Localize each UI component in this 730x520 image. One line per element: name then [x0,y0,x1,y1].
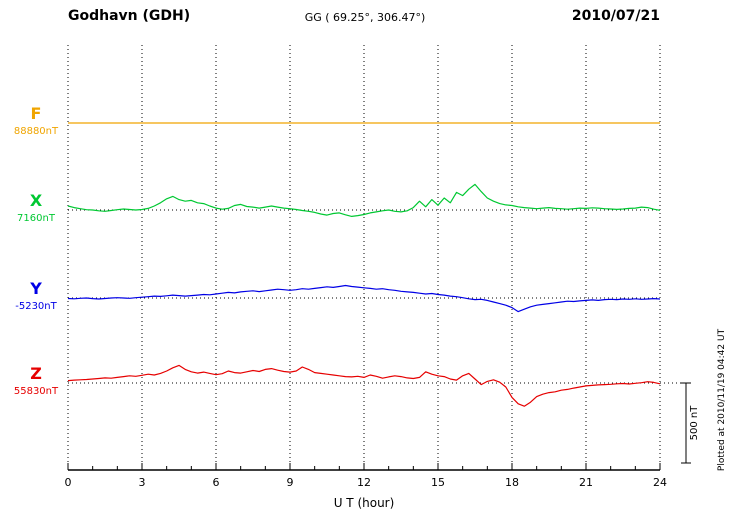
observation-date: 2010/07/21 [571,8,660,24]
series-label-x: X [29,191,43,210]
series-basevalue-f: 88880nT [13,126,59,137]
series-basevalue-x: 7160nT [17,213,55,224]
scale-bar-label: 500 nT [689,405,700,441]
series-basevalue-z: 55830nT [13,386,59,397]
x-tick-label: 24 [653,476,667,489]
x-tick-label: 21 [579,476,593,489]
series-label-y: Y [30,279,42,298]
series-basevalue-y: -5230nT [15,301,57,312]
geomagnetic-coordinates: GG ( 69.25°, 306.47°) [304,11,426,24]
plot-timestamp-note: Plotted at 2010/11/19 04:42 UT [717,328,727,472]
series-label-z: Z [30,364,42,383]
x-tick-label: 18 [505,476,519,489]
station-title: Godhavn (GDH) [68,8,191,24]
x-tick-label: 15 [431,476,445,489]
x-tick-label: 6 [212,476,220,489]
x-tick-label: 0 [64,476,72,489]
x-axis-title: U T (hour) [333,496,395,510]
x-tick-label: 9 [286,476,294,489]
x-tick-label: 12 [357,476,371,489]
x-tick-label: 3 [138,476,146,489]
series-label-f: F [30,104,42,123]
